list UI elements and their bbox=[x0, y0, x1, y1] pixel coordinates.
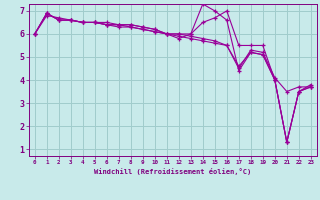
X-axis label: Windchill (Refroidissement éolien,°C): Windchill (Refroidissement éolien,°C) bbox=[94, 168, 252, 175]
